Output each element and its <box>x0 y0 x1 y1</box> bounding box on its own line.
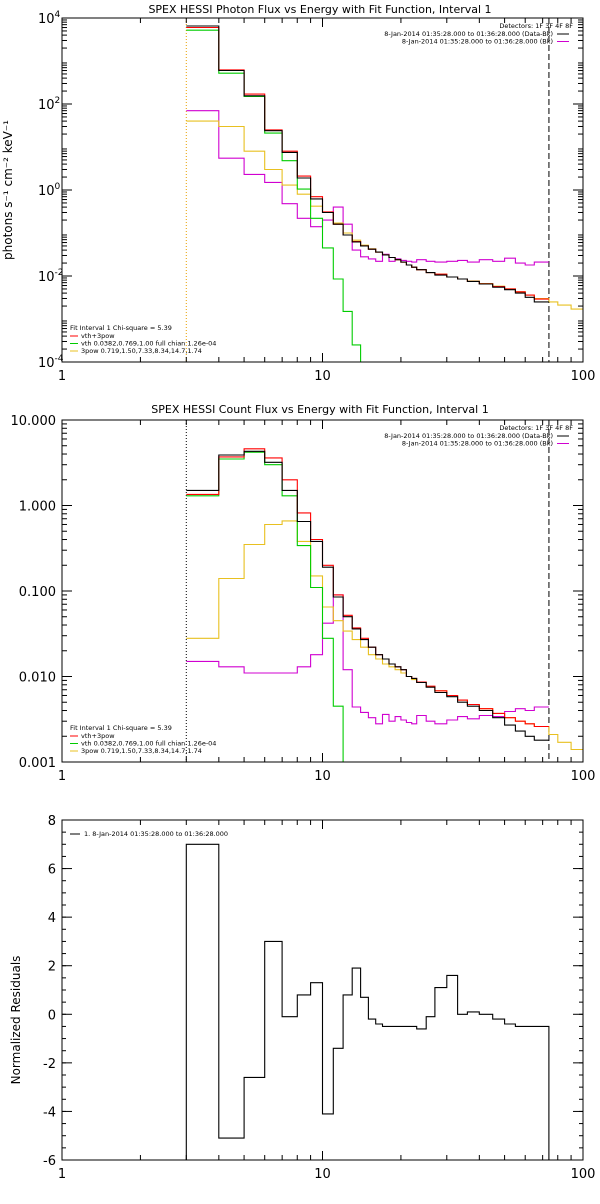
detectors-legend-header: Detectors: 1F 3F 4F 8F <box>499 424 573 432</box>
series-data-bk <box>186 25 549 303</box>
legend-entry-label: vth+3pow <box>81 732 115 740</box>
y-tick-label: 0.001 <box>19 756 56 771</box>
legend-entry-label: 3pow 0.719,1.50,7.33,8.34,14.7,1.74 <box>81 347 202 355</box>
legend-entry-label: 8-Jan-2014 01:35:28.000 to 01:36:28.000 … <box>384 30 553 38</box>
x-tick-label: 10 <box>314 769 331 784</box>
y-tick-label: 10-4 <box>38 354 64 371</box>
residuals-panel: Normalized Residuals 1 10 100 -6 -4 -2 0 2 4 6 8 1.… <box>9 814 595 1182</box>
series-bk <box>186 594 549 725</box>
residuals-y-axis-label: Normalized Residuals <box>9 956 23 1085</box>
y-tick-label: 100 <box>38 182 61 199</box>
y-tick-label: 8 <box>48 814 56 829</box>
count-flux-panel: SPEX HESSI Count Flux vs Energy with Fit… <box>11 403 596 784</box>
legend-entry-label: vth+3pow <box>81 332 115 340</box>
x-tick-label: 1 <box>58 1167 66 1182</box>
photon-flux-panel: SPEX HESSI Photon Flux vs Energy with Fi… <box>1 3 595 384</box>
y-tick-label: 10.000 <box>11 414 57 429</box>
legend-entry-label: 3pow 0.719,1.50,7.33,8.34,14.7,1.74 <box>81 747 202 755</box>
y-tick-label: -6 <box>43 1154 56 1169</box>
x-tick-label: 10 <box>314 369 331 384</box>
legend-entry-label: 8-Jan-2014 01:35:28.000 to 01:36:28.000 … <box>402 440 553 448</box>
count-flux-title: SPEX HESSI Count Flux vs Energy with Fit… <box>151 403 488 416</box>
x-tick-label: 100 <box>571 769 596 784</box>
detectors-legend-header: Detectors: 1F 3F 4F 8F <box>499 22 573 30</box>
y-tick-label: 102 <box>38 96 60 113</box>
plot-data-layer <box>185 843 550 1160</box>
y-tick-label: 0 <box>48 1008 56 1023</box>
x-tick-label: 100 <box>571 369 596 384</box>
x-tick-label: 1 <box>58 769 66 784</box>
legend-entry-label: 8-Jan-2014 01:35:28.000 to 01:36:28.000 … <box>402 38 553 46</box>
series-residuals <box>185 843 550 1160</box>
legend-entry-label: vth 0.0382,0.769,1.00 full chian 1.26e-0… <box>81 340 216 348</box>
y-tick-label: 1.000 <box>19 500 56 515</box>
plot-data-layer <box>185 18 583 362</box>
fit-legend-header: Fit Interval 1 Chi-square = 5.39 <box>70 724 172 732</box>
y-tick-label: 0.100 <box>19 585 56 600</box>
y-tick-label: 4 <box>48 911 56 926</box>
y-tick-label: 6 <box>48 863 56 878</box>
plot-data-layer <box>185 420 583 762</box>
x-tick-label: 10 <box>314 1167 331 1182</box>
y-tick-label: 0.010 <box>19 671 56 686</box>
y-tick-label: -4 <box>43 1105 56 1120</box>
y-tick-label: -2 <box>43 1057 56 1072</box>
y-tick-label: 10-2 <box>38 268 64 285</box>
series-data-bk <box>186 450 549 741</box>
legend-entry-label: 8-Jan-2014 01:35:28.000 to 01:36:28.000 … <box>384 432 553 440</box>
x-tick-label: 100 <box>571 1167 596 1182</box>
legend-entry-label: 1. 8-Jan-2014 01:35:28.000 to 01:36:28.0… <box>84 830 228 838</box>
legend-entry-label: vth 0.0382,0.769,1.00 full chian 1.26e-0… <box>81 740 216 748</box>
photon-flux-y-axis-label: photons s⁻¹ cm⁻² keV⁻¹ <box>1 120 15 260</box>
x-tick-label: 1 <box>58 369 66 384</box>
fit-legend-header: Fit Interval 1 Chi-square = 5.39 <box>70 324 172 332</box>
photon-flux-title: SPEX HESSI Photon Flux vs Energy with Fi… <box>148 3 491 16</box>
y-tick-label: 2 <box>48 960 56 975</box>
y-tick-label: 104 <box>38 10 61 27</box>
